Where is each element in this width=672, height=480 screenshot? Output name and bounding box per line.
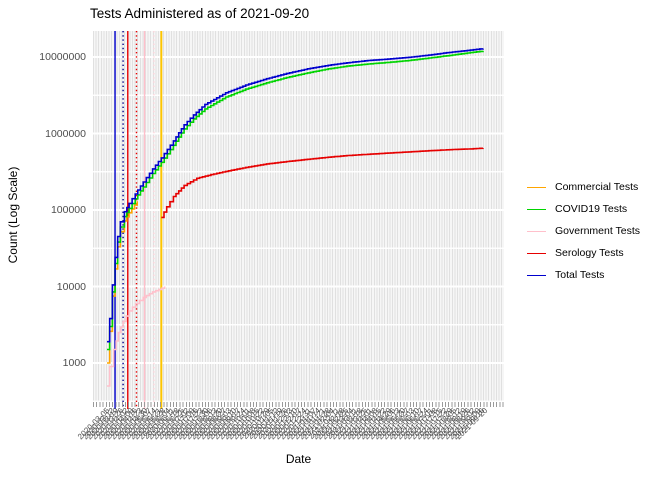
legend-entry: Government Tests xyxy=(527,220,640,242)
legend: Commercial Tests COVID19 Tests Government … xyxy=(527,176,640,286)
x-axis-title: Date xyxy=(285,452,312,466)
y-tick-label: 10000000 xyxy=(39,51,86,63)
legend-entry: Total Tests xyxy=(527,264,640,286)
legend-key-line xyxy=(527,208,546,210)
y-axis-title: Count (Log Scale) xyxy=(6,166,20,264)
y-tick-label: 10000 xyxy=(56,280,86,293)
legend-label: Total Tests xyxy=(555,269,605,281)
legend-key-line xyxy=(527,252,546,254)
y-tick-label: 100000 xyxy=(50,204,86,216)
y-tick-label: 1000000 xyxy=(45,127,86,140)
legend-label: Government Tests xyxy=(555,225,641,237)
series-line-commercial-tests xyxy=(107,201,138,364)
legend-entry: Commercial Tests xyxy=(527,176,640,198)
plot-panel xyxy=(93,31,504,409)
series-line-serology-tests xyxy=(161,147,484,219)
legend-key-line xyxy=(527,230,546,232)
legend-key-line xyxy=(527,274,546,276)
plot-canvas xyxy=(93,31,504,409)
legend-key-line xyxy=(527,186,546,188)
y-tick-label: 1000 xyxy=(62,357,86,369)
legend-label: Commercial Tests xyxy=(555,181,639,193)
legend-entry: COVID19 Tests xyxy=(527,198,640,220)
series-line-total-tests xyxy=(107,48,484,343)
x-axis-tick-marks xyxy=(93,402,504,407)
series-line-government-tests xyxy=(107,286,166,387)
legend-entry: Serology Tests xyxy=(527,242,640,264)
chart-title: Tests Administered as of 2021-09-20 xyxy=(90,6,310,21)
legend-label: COVID19 Tests xyxy=(555,203,628,215)
series-line-covid19-tests xyxy=(107,50,484,351)
legend-label: Serology Tests xyxy=(555,247,624,259)
